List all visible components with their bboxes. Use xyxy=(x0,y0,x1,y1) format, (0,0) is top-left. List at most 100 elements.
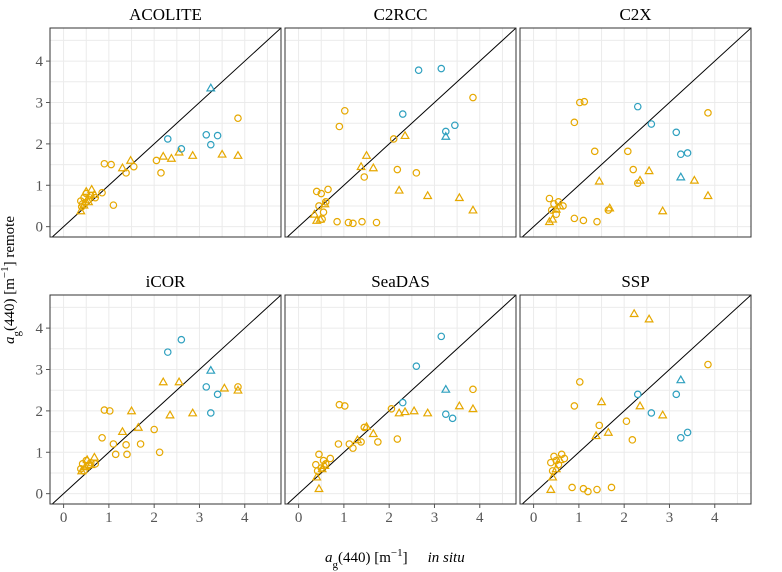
points xyxy=(545,308,712,496)
data-point-circle xyxy=(622,417,631,426)
x-tick-label: 1 xyxy=(340,510,348,526)
data-point-triangle xyxy=(166,153,177,162)
panel-c2x: C2X xyxy=(519,5,752,238)
data-point-triangle xyxy=(422,190,433,200)
data-point-triangle xyxy=(545,484,556,493)
data-point-circle xyxy=(469,93,477,102)
x-tick-label: 0 xyxy=(530,510,538,526)
data-point-circle xyxy=(570,214,579,223)
data-point-triangle xyxy=(603,427,614,436)
data-point-circle xyxy=(357,438,365,446)
data-point-triangle xyxy=(368,428,379,438)
data-point-circle xyxy=(552,456,561,465)
data-point-circle xyxy=(412,169,421,177)
data-point-circle xyxy=(202,383,211,391)
y-tick-label: 0 xyxy=(36,487,44,503)
y-tick-label: 0 xyxy=(36,220,44,236)
data-point-triangle xyxy=(368,162,379,172)
panel-title: SSP xyxy=(621,272,649,291)
data-point-circle xyxy=(683,428,692,437)
data-point-triangle xyxy=(174,376,184,386)
data-point-triangle xyxy=(596,396,607,406)
x-tick-label: 0 xyxy=(60,510,68,526)
data-point-circle xyxy=(324,185,332,194)
data-point-circle xyxy=(593,217,601,226)
data-point-triangle xyxy=(629,308,639,318)
data-point-circle xyxy=(372,218,381,227)
data-point-triangle xyxy=(551,463,562,473)
panel-title: C2X xyxy=(619,5,651,24)
panel-border xyxy=(519,294,752,505)
data-point-circle xyxy=(448,414,457,423)
data-point-circle xyxy=(163,135,172,143)
data-point-triangle xyxy=(675,374,686,384)
x-tick-label: 3 xyxy=(431,510,439,526)
y-tick-label: 2 xyxy=(36,137,44,153)
data-point-triangle xyxy=(158,376,169,386)
data-point-circle xyxy=(360,423,369,432)
data-point-circle xyxy=(315,450,323,459)
y-tick-label: 4 xyxy=(36,321,44,337)
data-point-circle xyxy=(150,425,158,434)
gridlines xyxy=(285,28,516,237)
data-point-circle xyxy=(451,121,459,130)
data-point-circle xyxy=(98,433,106,442)
data-point-triangle xyxy=(85,459,96,469)
data-point-circle xyxy=(349,219,357,228)
data-point-triangle xyxy=(454,192,465,202)
data-point-triangle xyxy=(440,131,451,140)
y-tick-label: 1 xyxy=(36,445,44,461)
data-point-triangle xyxy=(311,472,322,481)
data-point-triangle xyxy=(219,383,230,392)
data-point-triangle xyxy=(555,454,565,464)
data-point-circle xyxy=(100,159,109,168)
data-point-triangle xyxy=(454,400,465,410)
data-point-circle xyxy=(360,173,369,181)
data-point-triangle xyxy=(75,205,86,215)
gridlines xyxy=(520,295,751,504)
data-point-circle xyxy=(469,385,477,394)
identity-line xyxy=(521,295,751,504)
data-point-circle xyxy=(349,444,357,452)
gridlines xyxy=(50,28,281,237)
data-point-triangle xyxy=(83,196,94,206)
data-point-triangle xyxy=(400,406,410,416)
data-point-triangle xyxy=(544,216,555,226)
data-point-circle xyxy=(107,160,115,169)
x-tick-label: 4 xyxy=(476,510,484,526)
data-point-circle xyxy=(570,402,579,410)
data-point-circle xyxy=(111,450,120,459)
data-point-triangle xyxy=(644,165,654,175)
data-point-triangle xyxy=(82,454,92,464)
data-point-circle xyxy=(676,433,685,442)
y-tick-label: 4 xyxy=(36,54,44,70)
data-point-circle xyxy=(550,200,558,208)
data-point-circle xyxy=(136,440,145,448)
panel-ssp: SSP 0 1 2 3 4 xyxy=(519,272,752,526)
data-point-circle xyxy=(122,441,130,449)
data-point-triangle xyxy=(675,171,686,181)
data-point-circle xyxy=(595,421,604,430)
data-point-circle xyxy=(213,390,222,399)
data-point-triangle xyxy=(187,150,198,159)
data-point-circle xyxy=(333,217,341,226)
data-point-circle xyxy=(398,398,407,407)
x-tick-label: 1 xyxy=(575,510,583,526)
data-point-triangle xyxy=(468,205,478,214)
data-point-triangle xyxy=(468,403,478,413)
data-point-circle xyxy=(584,487,592,496)
gridlines xyxy=(520,28,751,237)
data-point-circle xyxy=(100,406,109,414)
data-point-circle xyxy=(575,378,584,386)
data-point-triangle xyxy=(657,205,668,215)
x-tick-label: 3 xyxy=(666,510,674,526)
data-point-triangle xyxy=(315,214,326,223)
data-point-triangle xyxy=(314,483,324,493)
data-point-circle xyxy=(633,102,642,111)
data-point-triangle xyxy=(233,150,243,159)
panel-border xyxy=(284,294,517,505)
data-point-circle xyxy=(155,448,164,457)
data-point-circle xyxy=(570,118,579,127)
